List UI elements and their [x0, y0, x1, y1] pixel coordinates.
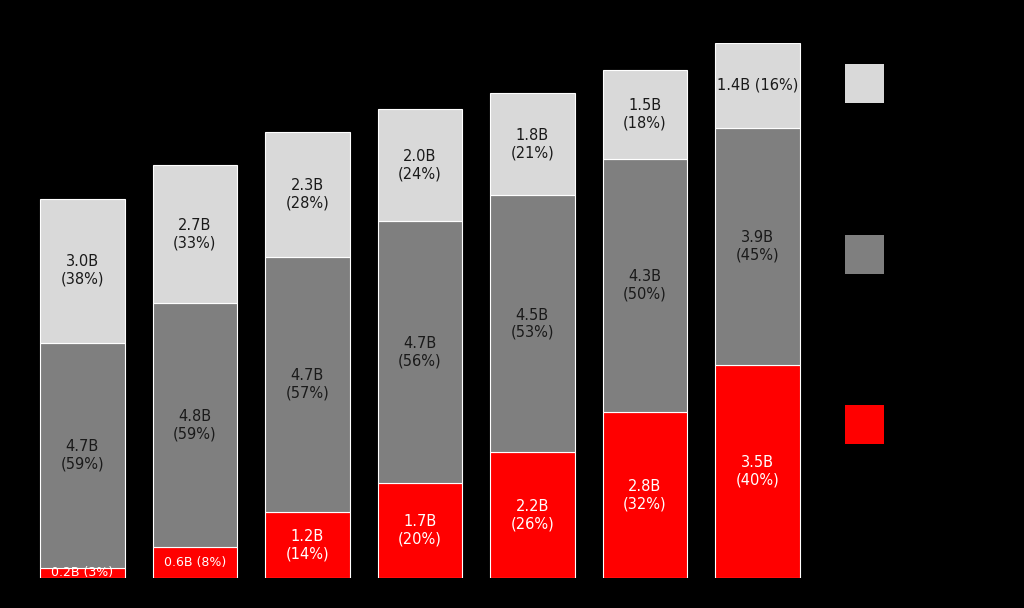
Text: 2.7B
(33%): 2.7B (33%): [173, 218, 216, 250]
Bar: [378, 483, 462, 578]
Bar: [40, 568, 125, 578]
Bar: [153, 303, 237, 547]
Bar: [378, 109, 462, 221]
Bar: [715, 365, 800, 578]
Bar: [265, 257, 349, 513]
Text: 4.7B
(56%): 4.7B (56%): [398, 336, 441, 368]
Bar: [265, 513, 349, 578]
Text: 1.4B (16%): 1.4B (16%): [717, 78, 798, 92]
Bar: [490, 195, 574, 452]
Text: 4.3B
(50%): 4.3B (50%): [623, 269, 667, 302]
Text: 2.3B
(28%): 2.3B (28%): [286, 178, 330, 210]
Bar: [378, 221, 462, 483]
Bar: [40, 342, 125, 568]
Text: 1.7B
(20%): 1.7B (20%): [398, 514, 441, 547]
Text: 2.8B
(32%): 2.8B (32%): [623, 479, 667, 511]
Bar: [603, 71, 687, 159]
Bar: [490, 452, 574, 578]
Text: 2.2B
(26%): 2.2B (26%): [510, 499, 554, 531]
Bar: [603, 159, 687, 412]
Text: 1.5B
(18%): 1.5B (18%): [623, 98, 667, 131]
Text: 4.7B
(57%): 4.7B (57%): [286, 368, 330, 401]
Text: 0.2B (3%): 0.2B (3%): [51, 566, 114, 579]
Text: 2.0B
(24%): 2.0B (24%): [398, 149, 441, 181]
Text: 1.2B
(14%): 1.2B (14%): [286, 529, 329, 561]
Text: 3.0B
(38%): 3.0B (38%): [60, 254, 104, 287]
Bar: [153, 165, 237, 303]
Bar: [265, 132, 349, 257]
Text: 4.7B
(59%): 4.7B (59%): [60, 439, 104, 471]
Text: 0.6B (8%): 0.6B (8%): [164, 556, 226, 569]
Bar: [153, 547, 237, 578]
Bar: [603, 412, 687, 578]
Bar: [715, 128, 800, 365]
Text: 4.5B
(53%): 4.5B (53%): [511, 308, 554, 340]
Text: 1.8B
(21%): 1.8B (21%): [510, 128, 554, 161]
Text: 4.8B
(59%): 4.8B (59%): [173, 409, 217, 441]
Bar: [490, 93, 574, 195]
Bar: [715, 43, 800, 128]
Text: 3.5B
(40%): 3.5B (40%): [735, 455, 779, 488]
Bar: [40, 199, 125, 342]
Text: 3.9B
(45%): 3.9B (45%): [735, 230, 779, 263]
